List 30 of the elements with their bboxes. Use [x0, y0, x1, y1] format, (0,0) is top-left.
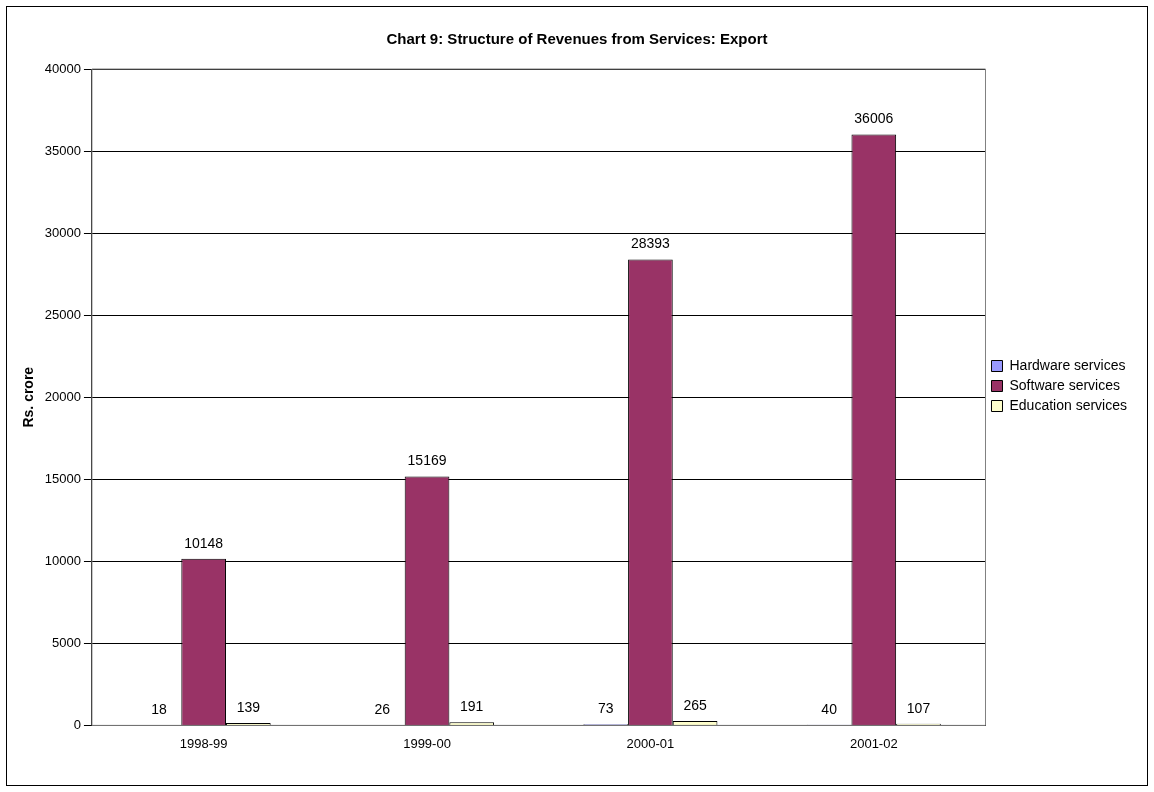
y-tick-label: 0 — [73, 716, 81, 732]
y-tick-label: 30000 — [44, 224, 81, 240]
x-tick-label: 2001-02 — [849, 735, 898, 751]
data-label: 40 — [821, 700, 838, 717]
x-tick-label: 2000-01 — [626, 735, 675, 751]
data-label: 107 — [906, 699, 931, 716]
data-label: 191 — [460, 698, 484, 715]
data-label: 36006 — [854, 110, 894, 127]
y-tick-label: 15000 — [44, 470, 81, 486]
legend-label: Education services — [1009, 396, 1128, 413]
data-label: 265 — [683, 696, 707, 713]
y-tick-label: 25000 — [44, 306, 81, 322]
data-label: 10148 — [184, 534, 224, 551]
data-label: 73 — [597, 700, 614, 717]
data-label: 28393 — [630, 235, 671, 252]
y-tick-label: 10000 — [44, 552, 81, 568]
x-tick-label: 1998-99 — [179, 735, 228, 751]
data-label: 18 — [151, 700, 167, 717]
y-tick-label: 20000 — [44, 388, 81, 404]
data-label: 139 — [236, 698, 261, 715]
chart-title: Chart 9: Structure of Revenues from Services: Export — [386, 30, 768, 48]
data-label: 15169 — [407, 452, 447, 469]
legend-label: Software services — [1009, 376, 1120, 393]
y-axis-title: Rs. crore — [20, 366, 37, 428]
data-label: 26 — [374, 700, 391, 717]
y-tick-label: 40000 — [44, 60, 81, 76]
x-tick-label: 1999-00 — [403, 735, 451, 751]
y-tick-label: 5000 — [52, 634, 81, 650]
y-tick-label: 35000 — [44, 142, 81, 158]
legend-label: Hardware services — [1009, 356, 1126, 373]
